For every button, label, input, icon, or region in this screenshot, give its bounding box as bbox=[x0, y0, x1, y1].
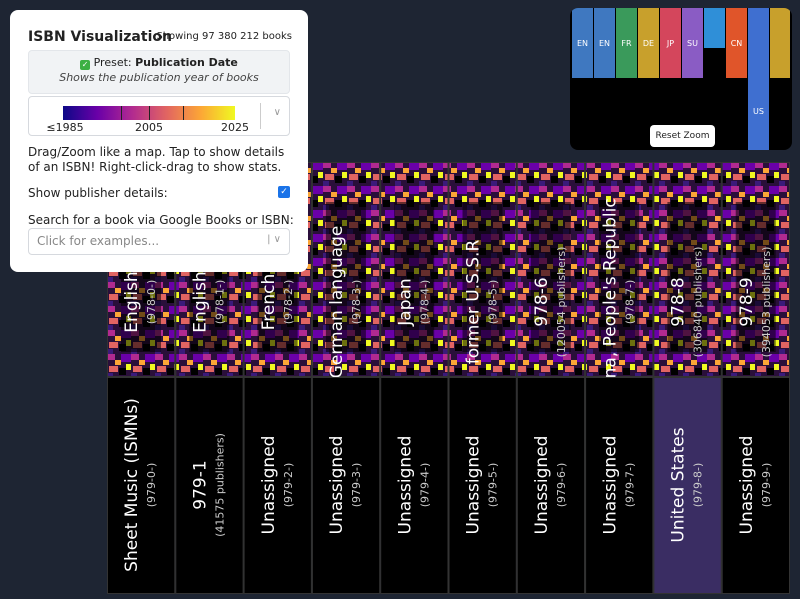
cell-name: Unassigned bbox=[259, 436, 279, 535]
cell-prefix: (979-0-) bbox=[145, 463, 158, 508]
cell-shade bbox=[667, 202, 708, 352]
cell-name: former U.S.S.R bbox=[464, 240, 484, 365]
cell-name: 979-1 bbox=[190, 460, 210, 509]
cell-prefix: (979-5-) bbox=[487, 463, 500, 508]
minimap-block bbox=[770, 8, 790, 78]
cell-name: Unassigned bbox=[395, 436, 415, 535]
minimap-label: EN bbox=[577, 39, 588, 48]
search-label: Search for a book via Google Books or IS… bbox=[28, 213, 294, 227]
cell-name: Unassigned bbox=[532, 436, 552, 535]
grid-cell bbox=[311, 377, 381, 594]
cell-prefix: (979-3-) bbox=[350, 463, 363, 508]
minimap-label: US bbox=[753, 107, 764, 116]
grid-cell bbox=[175, 377, 244, 594]
cell-name: Japan bbox=[395, 278, 415, 326]
cell-name: United States bbox=[669, 427, 689, 542]
cell-shade bbox=[735, 202, 776, 352]
cell-name: China, People's Republic bbox=[600, 198, 620, 405]
check-icon: ✓ bbox=[80, 60, 91, 70]
cell-prefix: (979-4-) bbox=[418, 463, 431, 508]
grid-cell bbox=[516, 377, 586, 594]
cell-name: English bbox=[190, 271, 210, 332]
cell-prefix: (979-8-) bbox=[692, 463, 705, 508]
cell-name: 978-9 bbox=[737, 277, 757, 326]
grid-cell bbox=[107, 377, 176, 594]
cell-name: French bbox=[259, 274, 279, 331]
minimap-block bbox=[748, 8, 769, 150]
cell-name: Sheet Music (ISMNs) bbox=[122, 398, 142, 572]
cell-name: Unassigned bbox=[464, 436, 484, 535]
grid-cell bbox=[380, 377, 449, 594]
instructions: Drag/Zoom like a map. Tap to show detail… bbox=[28, 145, 285, 174]
cell-name: English bbox=[122, 271, 142, 332]
preset-box[interactable]: ✓ Preset: Publication Date Shows the pub… bbox=[28, 50, 290, 94]
search-placeholder: Click for examples... bbox=[37, 234, 160, 248]
grid-cell bbox=[653, 377, 722, 594]
cell-shade bbox=[530, 202, 571, 352]
search-input[interactable]: Click for examples... | ∨ bbox=[28, 228, 290, 255]
minimap-block bbox=[594, 8, 615, 78]
publisher-checkbox[interactable]: ✓ bbox=[278, 186, 290, 198]
cell-shade bbox=[394, 202, 435, 352]
cell-prefix: (978-2-) bbox=[282, 280, 295, 325]
cell-prefix: (306840 publishers) bbox=[692, 247, 705, 358]
toggle-label: Show publisher details: bbox=[28, 186, 168, 200]
preset-name: Publication Date bbox=[135, 56, 238, 69]
cell-prefix: (41575 publishers) bbox=[213, 433, 226, 537]
grid-cell bbox=[585, 377, 654, 594]
minimap-block bbox=[572, 8, 593, 78]
minimap-block bbox=[660, 8, 681, 78]
cell-prefix: (979-9-) bbox=[760, 463, 773, 508]
minimap-block bbox=[616, 8, 637, 78]
cell-name: 978-6 bbox=[532, 277, 552, 326]
cell-name: 978-8 bbox=[669, 277, 689, 326]
cell-shade bbox=[325, 202, 366, 352]
cell-prefix: (978-3-) bbox=[350, 280, 363, 325]
cell-prefix: (979-6-) bbox=[555, 463, 568, 508]
grid-cell bbox=[243, 377, 312, 594]
control-panel: ISBN Visualization Showing 97 380 212 bo… bbox=[10, 10, 308, 272]
preset-description: Shows the publication year of books bbox=[59, 71, 259, 84]
dropdown-arrow[interactable]: ∨ bbox=[273, 107, 281, 118]
cell-prefix: (978-0-) bbox=[145, 280, 158, 325]
cell-prefix: (978-7-) bbox=[623, 280, 636, 325]
grid-cell bbox=[448, 377, 517, 594]
minimap[interactable]: EN EN FR DE JP SU CN US bbox=[570, 8, 792, 150]
color-bar bbox=[63, 106, 235, 120]
cell-prefix: (394053 publishers) bbox=[760, 247, 773, 358]
cell-name: Unassigned bbox=[737, 436, 757, 535]
cell-name: Unassigned bbox=[600, 436, 620, 535]
minimap-label: JP bbox=[666, 39, 674, 48]
cell-prefix: (978-4-) bbox=[418, 280, 431, 325]
minimap-block bbox=[726, 8, 747, 78]
cell-prefix: (978-1-) bbox=[213, 280, 226, 325]
cell-shade bbox=[599, 202, 640, 352]
panel-title: ISBN Visualization bbox=[28, 29, 172, 45]
book-count: Showing 97 380 212 books bbox=[156, 31, 292, 42]
grid-cell bbox=[721, 377, 790, 594]
cell-name: Unassigned bbox=[327, 436, 347, 535]
cell-prefix: (979-7-) bbox=[623, 463, 636, 508]
preset-label: Preset: bbox=[93, 56, 132, 69]
minimap-label: CN bbox=[731, 39, 743, 48]
minimap-block bbox=[704, 8, 725, 48]
minimap-block bbox=[682, 8, 703, 78]
reset-zoom-button[interactable]: Reset Zoom bbox=[650, 125, 715, 147]
legend-label: ≤1985 bbox=[46, 121, 84, 134]
cell-name: German language bbox=[327, 226, 347, 379]
cell-prefix: (120054 publishers) bbox=[555, 247, 568, 358]
cell-prefix: (978-5-) bbox=[487, 280, 500, 325]
minimap-label: EN bbox=[599, 39, 610, 48]
legend-label: 2025 bbox=[221, 121, 249, 134]
legend-label: 2005 bbox=[135, 121, 163, 134]
separator bbox=[260, 103, 261, 129]
minimap-label: SU bbox=[687, 39, 698, 48]
minimap-label: FR bbox=[621, 39, 632, 48]
cell-prefix: (979-2-) bbox=[282, 463, 295, 508]
color-legend[interactable]: ≤1985 2005 2025 ∨ bbox=[28, 96, 290, 136]
minimap-label: DE bbox=[643, 39, 654, 48]
cell-shade bbox=[462, 202, 503, 352]
minimap-block bbox=[638, 8, 659, 78]
